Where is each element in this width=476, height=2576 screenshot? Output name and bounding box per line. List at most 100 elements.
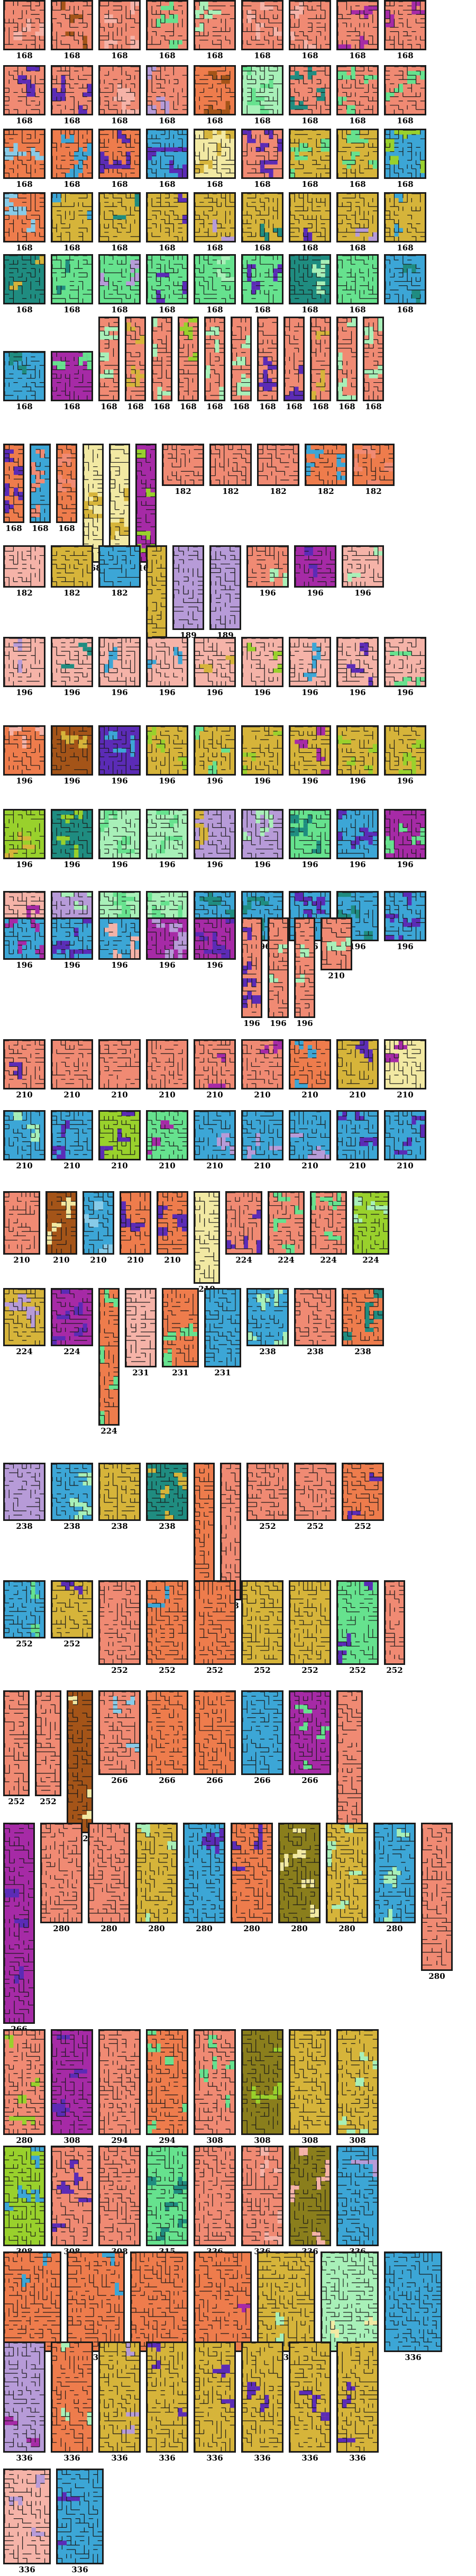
- tiling-drawing: [100, 130, 139, 177]
- tiling-drawing: [52, 2147, 91, 2245]
- tiling-tile: [289, 2341, 331, 2453]
- tiling-drawing: [84, 1193, 113, 1253]
- tile-count-label: 196: [397, 942, 414, 951]
- tiling-drawing: [375, 1824, 414, 1922]
- tiling-drawing: [5, 1112, 44, 1159]
- tiling-drawing: [5, 638, 44, 686]
- tiling-drawing: [338, 194, 377, 241]
- tile-count-label: 168: [5, 524, 22, 533]
- tiling-tile: [283, 317, 305, 401]
- tiling-tile: [51, 545, 93, 588]
- tile-count-label: 168: [111, 179, 128, 189]
- tiling-drawing: [52, 194, 91, 241]
- tiling-drawing: [386, 67, 425, 114]
- tiling-tile: [45, 1191, 77, 1255]
- tile-count-label: 182: [222, 487, 239, 496]
- tiling-drawing: [243, 1112, 282, 1159]
- tile-count-label: 238: [259, 1347, 276, 1356]
- tiling-drawing: [5, 1692, 28, 1795]
- tiling-drawing: [174, 547, 203, 628]
- tiling-drawing: [312, 318, 329, 400]
- tiling-tile: [98, 1288, 120, 1426]
- tiling-drawing: [290, 1582, 329, 1663]
- tiling-tile: [384, 725, 426, 776]
- tiling-tile: [225, 1191, 262, 1255]
- tiling-drawing: [52, 638, 91, 686]
- tiling-tile: [194, 65, 236, 115]
- tiling-tile: [384, 1110, 426, 1160]
- tile-count-label: 210: [254, 1090, 271, 1100]
- tiling-drawing: [5, 67, 44, 114]
- tile-count-label: 196: [243, 1019, 260, 1028]
- tiling-drawing: [338, 318, 356, 400]
- tiling-drawing: [5, 810, 44, 858]
- tiling-tile: [178, 317, 199, 401]
- tiling-drawing: [100, 2147, 139, 2245]
- tiling-tile: [51, 1110, 93, 1160]
- tiling-drawing: [338, 130, 377, 177]
- tile-count-label: 168: [153, 402, 170, 411]
- tile-count-label: 280: [338, 1924, 355, 1933]
- tiling-drawing: [100, 2031, 139, 2133]
- tiling-tile: [384, 65, 426, 115]
- tile-count-label: 252: [254, 1665, 271, 1675]
- tiling-drawing: [179, 318, 197, 400]
- tiling-tile: [220, 1463, 241, 1600]
- tile-count-label: 168: [159, 243, 176, 253]
- tiling-drawing: [269, 1193, 303, 1253]
- tiling-tile: [257, 317, 278, 401]
- tiling-drawing: [68, 2253, 123, 2350]
- tile-count-label: 210: [397, 1161, 414, 1170]
- tiling-tile: [384, 192, 426, 242]
- tiling-drawing: [386, 256, 425, 303]
- tile-count-label: 336: [16, 2453, 33, 2463]
- tiling-tile: [157, 1191, 188, 1255]
- tiling-tile: [135, 1823, 178, 1923]
- tile-count-label: 196: [159, 688, 176, 697]
- tiling-tile: [146, 1110, 188, 1160]
- tiling-drawing: [89, 1824, 129, 1922]
- tile-count-label: 168: [301, 116, 318, 125]
- tiling-drawing: [100, 1290, 118, 1424]
- tiling-drawing: [163, 1290, 197, 1366]
- tiling-tile: [268, 1191, 305, 1255]
- tiling-drawing: [5, 547, 44, 586]
- tiling-tile: [98, 1463, 141, 1521]
- tiling-tile: [98, 2029, 141, 2135]
- tiling-tile: [3, 351, 45, 401]
- tiling-drawing: [100, 2343, 139, 2451]
- tile-count-label: 168: [397, 179, 414, 189]
- tiling-tile: [3, 1690, 30, 1796]
- tile-count-label: 196: [349, 860, 366, 869]
- tiling-drawing: [386, 893, 425, 940]
- tiling-drawing: [195, 2031, 234, 2133]
- tiling-drawing: [195, 67, 234, 114]
- tiling-tile: [194, 637, 236, 687]
- tile-count-label: 168: [206, 179, 223, 189]
- tile-count-label: 210: [63, 1090, 80, 1100]
- tiling-tile: [209, 444, 252, 486]
- tile-count-label: 252: [16, 1639, 33, 1649]
- tile-count-label: 336: [405, 2353, 422, 2362]
- tiling-drawing: [52, 130, 91, 177]
- tiling-drawing: [148, 1582, 187, 1663]
- tiling-tile: [241, 917, 262, 1018]
- tiling-drawing: [338, 67, 377, 114]
- tile-count-label: 280: [53, 1924, 70, 1933]
- tiling-tile: [241, 129, 283, 179]
- tiling-tile: [194, 1110, 236, 1160]
- tiling-drawing: [42, 1824, 81, 1922]
- tile-count-label: 266: [254, 1776, 271, 1785]
- tile-count-label: 168: [254, 243, 271, 253]
- tiling-tile: [51, 254, 93, 304]
- tiling-drawing: [148, 638, 187, 686]
- tiling-tile: [3, 725, 45, 776]
- tiling-tile: [51, 0, 93, 50]
- tiling-tile: [336, 1580, 379, 1665]
- tiling-tile: [51, 637, 93, 687]
- tile-count-label: 168: [16, 402, 33, 411]
- tiling-tile: [336, 254, 379, 304]
- tiling-drawing: [423, 1824, 451, 1969]
- tile-count-label: 196: [206, 776, 223, 786]
- tile-count-label: 196: [349, 688, 366, 697]
